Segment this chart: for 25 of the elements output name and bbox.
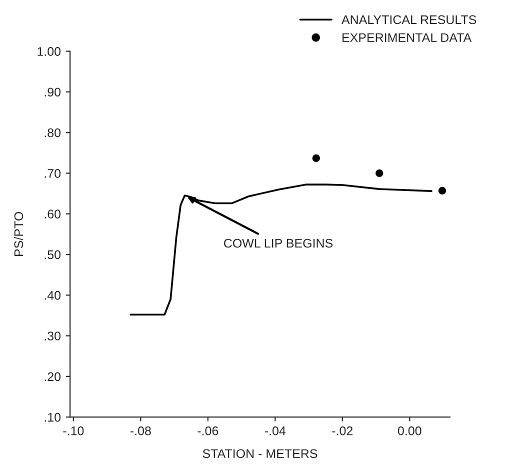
point — [438, 186, 446, 194]
x-axis-title: STATION - METERS — [202, 449, 318, 458]
point — [312, 154, 320, 162]
x-tick-label: 0.00 — [398, 426, 422, 436]
x-tick-label: -.02 — [332, 426, 353, 436]
y-tick-label: .30 — [44, 332, 61, 340]
y-tick-label: .80 — [44, 128, 61, 138]
y-tick-label: .20 — [44, 372, 61, 382]
y-tick-label: .10 — [44, 412, 61, 422]
x-tick-label: -.08 — [130, 426, 151, 436]
x-tick-label: -.04 — [264, 426, 286, 436]
point — [376, 169, 384, 177]
y-tick-label: 1.00 — [38, 47, 61, 56]
y-tick-label: .90 — [44, 88, 61, 97]
y-tick-label: .60 — [44, 210, 61, 218]
x-tick-label: -.06 — [198, 426, 218, 436]
y-axis-title: PS/PTO — [14, 212, 24, 256]
legend-label: EXPERIMENTAL DATA — [342, 33, 472, 42]
line-series — [130, 184, 432, 316]
annotation: COWL LIP BEGINS — [224, 238, 333, 248]
y-tick-label: .50 — [44, 250, 61, 260]
x-tick-label: -.10 — [63, 426, 84, 436]
legend-label: ANALYTICAL RESULTS — [342, 15, 476, 24]
y-tick-label: .40 — [44, 290, 61, 300]
y-tick-label: .70 — [44, 168, 61, 178]
